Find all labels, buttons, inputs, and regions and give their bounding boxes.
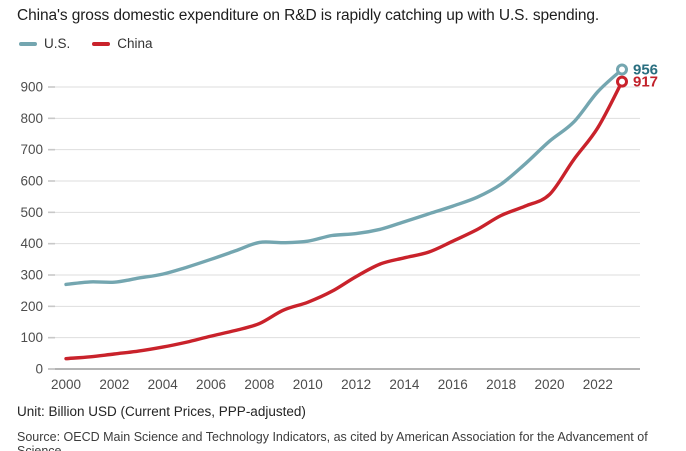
x-axis-label: 2014 (389, 377, 420, 392)
x-axis-label: 2016 (438, 377, 468, 392)
china-line-swatch-icon (92, 41, 111, 46)
x-axis-label: 2006 (196, 377, 226, 392)
china-line (64, 80, 624, 361)
us-end-value-label: 956 (633, 61, 658, 78)
y-axis-label: 400 (20, 236, 43, 251)
legend-item-china: China (92, 36, 153, 51)
y-axis-label: 500 (20, 205, 43, 220)
legend-item-us: U.S. (19, 36, 70, 51)
unit-note: Unit: Billion USD (Current Prices, PPP-a… (17, 404, 306, 419)
chart-title: China's gross domestic expenditure on R&… (17, 7, 600, 24)
chart-area: 0 100 200 300 400 500 600 700 800 900 2000 2002 2004… (0, 52, 686, 402)
x-axis-label: 2002 (99, 377, 129, 392)
x-axis-label: 2010 (293, 377, 323, 392)
y-axis-label: 700 (20, 142, 43, 157)
china-end-marker (616, 75, 628, 88)
y-axis-label: 0 (35, 362, 43, 377)
x-axis-label: 2022 (583, 377, 613, 392)
us-line (64, 67, 624, 287)
x-axis-label: 2020 (534, 377, 564, 392)
y-axis-label: 300 (20, 268, 43, 283)
legend-label-china: China (117, 36, 153, 51)
y-axis-label: 800 (20, 111, 43, 126)
source-note: Source: OECD Main Science and Technology… (17, 430, 648, 451)
legend-label-us: U.S. (44, 36, 71, 51)
y-axis-label: 100 (20, 330, 43, 345)
rd-expenditure-line-chart: 0 100 200 300 400 500 600 700 800 900 2000 2002 2004… (20, 61, 658, 392)
legend: U.S. China (19, 36, 153, 51)
y-axis-label: 600 (20, 174, 43, 189)
y-axis-label: 900 (20, 80, 43, 95)
x-axis-label: 2004 (148, 377, 179, 392)
china-end-value-label: 917 (633, 74, 658, 91)
us-end-marker (616, 63, 628, 76)
x-axis-label: 2008 (244, 377, 274, 392)
x-axis-label: 2018 (486, 377, 516, 392)
y-axis-label: 200 (20, 299, 43, 314)
x-axis-label: 2012 (341, 377, 371, 392)
x-axis-label: 2000 (51, 377, 81, 392)
us-line-swatch-icon (19, 41, 37, 46)
